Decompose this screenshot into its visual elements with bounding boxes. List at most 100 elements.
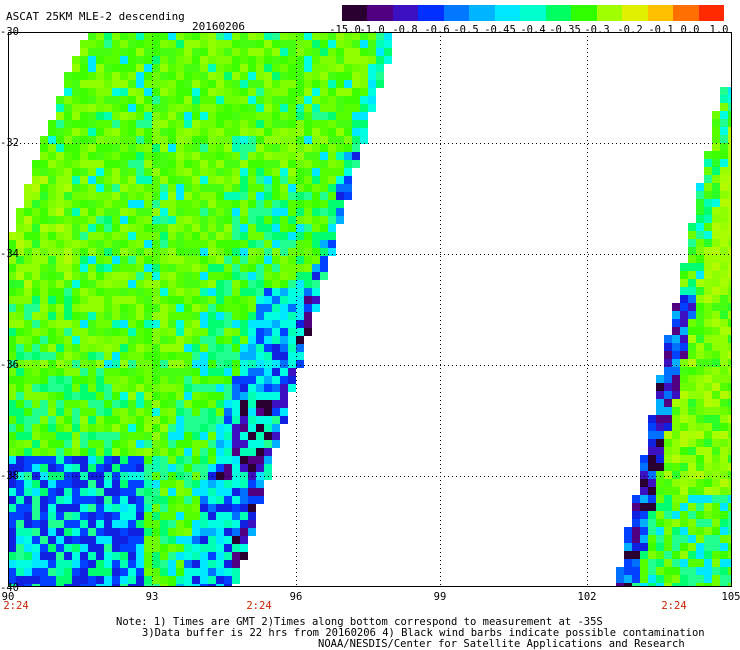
swath-cell: [200, 88, 208, 96]
swath-cell: [240, 120, 248, 128]
swath-cell: [40, 448, 48, 456]
swath-cell: [32, 384, 40, 392]
swath-cell: [160, 144, 168, 152]
swath-cell: [144, 112, 152, 120]
swath-cell: [216, 288, 224, 296]
swath-cell: [192, 272, 200, 280]
swath-cell: [216, 480, 224, 488]
swath-cell: [152, 232, 160, 240]
swath-cell: [80, 416, 88, 424]
swath-cell: [264, 216, 272, 224]
swath-cell: [272, 168, 280, 176]
swath-cell: [728, 423, 732, 431]
swath-cell: [232, 152, 240, 160]
swath-cell: [200, 136, 208, 144]
note-line-2: 3)Data buffer is 22 hrs from 20160206 4)…: [142, 627, 705, 639]
swath-cell: [728, 271, 732, 279]
swath-cell: [160, 208, 168, 216]
swath-cell: [160, 448, 168, 456]
swath-cell: [304, 192, 312, 200]
swath-cell: [56, 584, 64, 587]
swath-cell: [256, 320, 264, 328]
swath-cell: [720, 431, 728, 439]
swath-cell: [648, 415, 656, 423]
swath-cell: [696, 535, 704, 543]
swath-cell: [144, 376, 152, 384]
swath-cell: [184, 384, 192, 392]
swath-cell: [712, 447, 720, 455]
swath-cell: [104, 296, 112, 304]
swath-cell: [240, 136, 248, 144]
swath-cell: [384, 40, 392, 48]
swath-cell: [88, 496, 96, 504]
swath-cell: [688, 399, 696, 407]
swath-cell: [192, 320, 200, 328]
swath-cell: [288, 96, 296, 104]
swath-cell: [696, 423, 704, 431]
swath-cell: [336, 168, 344, 176]
swath-cell: [232, 192, 240, 200]
swath-cell: [112, 72, 120, 80]
swath-cell: [288, 192, 296, 200]
swath-cell: [648, 535, 656, 543]
swath-cell: [24, 376, 32, 384]
swath-cell: [200, 464, 208, 472]
swath-cell: [80, 64, 88, 72]
swath-cell: [296, 152, 304, 160]
swath-cell: [192, 464, 200, 472]
swath-cell: [192, 456, 200, 464]
swath-cell: [152, 120, 160, 128]
swath-cell: [696, 559, 704, 567]
swath-cell: [96, 504, 104, 512]
swath-cell: [152, 456, 160, 464]
swath-cell: [728, 103, 732, 111]
swath-cell: [152, 376, 160, 384]
swath-cell: [144, 440, 152, 448]
swath-cell: [264, 136, 272, 144]
swath-cell: [184, 184, 192, 192]
swath-cell: [80, 112, 88, 120]
swath-cell: [728, 255, 732, 263]
swath-cell: [704, 479, 712, 487]
swath-cell: [112, 560, 120, 568]
swath-cell: [264, 96, 272, 104]
swath-cell: [312, 272, 320, 280]
swath-cell: [256, 296, 264, 304]
swath-cell: [184, 136, 192, 144]
swath-cell: [64, 272, 72, 280]
swath-cell: [32, 304, 40, 312]
swath-cell: [216, 416, 224, 424]
swath-cell: [112, 96, 120, 104]
swath-cell: [96, 496, 104, 504]
swath-cell: [720, 95, 728, 103]
swath-cell: [184, 224, 192, 232]
swath-cell: [296, 72, 304, 80]
swath-cell: [112, 144, 120, 152]
swath-cell: [248, 144, 256, 152]
swath-cell: [184, 48, 192, 56]
swath-cell: [272, 112, 280, 120]
swath-cell: [88, 256, 96, 264]
swath-cell: [152, 400, 160, 408]
swath-cell: [616, 575, 624, 583]
swath-cell: [280, 64, 288, 72]
swath-cell: [120, 208, 128, 216]
swath-cell: [136, 152, 144, 160]
swath-cell: [120, 240, 128, 248]
swath-cell: [248, 208, 256, 216]
swath-cell: [128, 368, 136, 376]
swath-cell: [696, 431, 704, 439]
swath-cell: [216, 160, 224, 168]
swath-cell: [648, 439, 656, 447]
swath-cell: [24, 520, 32, 528]
swath-cell: [640, 479, 648, 487]
swath-cell: [288, 256, 296, 264]
swath-cell: [80, 560, 88, 568]
swath-cell: [256, 408, 264, 416]
swath-cell: [112, 200, 120, 208]
swath-cell: [64, 256, 72, 264]
swath-cell: [120, 96, 128, 104]
swath-cell: [288, 56, 296, 64]
swath-cell: [136, 96, 144, 104]
swath-cell: [224, 384, 232, 392]
